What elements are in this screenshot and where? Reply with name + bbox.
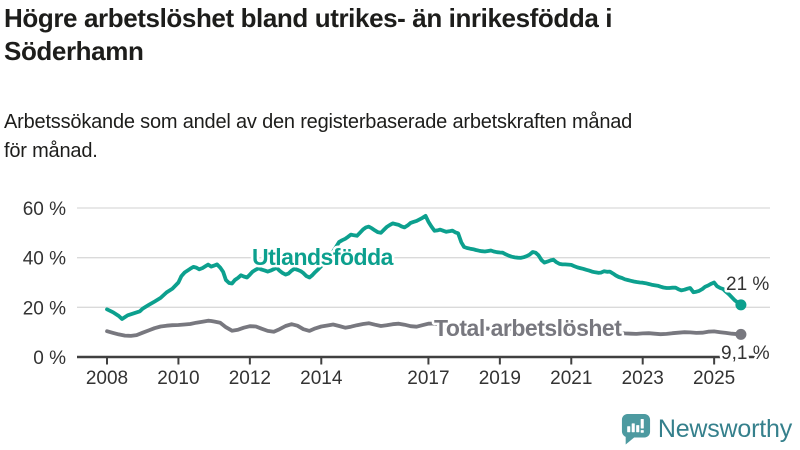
x-tick-label-2008: 2008 xyxy=(86,368,128,389)
y-tick-label-40: 40 % xyxy=(23,249,66,270)
endpoint-dot-utlandsfodda xyxy=(735,299,747,311)
series-line-total xyxy=(105,318,743,338)
x-tick-label-2014: 2014 xyxy=(300,368,343,389)
title-line-1: Högre arbetslöshet bland utrikes- än inr… xyxy=(4,3,613,33)
newsworthy-logo[interactable]: Newsworthy xyxy=(621,413,792,445)
subtitle-line-1: Arbetssökande som andel av den registerb… xyxy=(4,111,633,133)
newsworthy-wordmark: Newsworthy xyxy=(657,414,792,443)
y-tick-label-20: 20 % xyxy=(23,298,66,319)
x-tick-label-2017: 2017 xyxy=(407,368,449,389)
series-label-utlandsfodda: Utlandsfödda xyxy=(252,244,394,270)
endpoint-dot-total xyxy=(735,328,747,340)
x-tick-label-2023: 2023 xyxy=(622,368,664,389)
x-tick-label-2010: 2010 xyxy=(157,368,199,389)
x-tick-label-2021: 2021 xyxy=(550,368,592,389)
page-title: Högre arbetslöshet bland utrikes- än inr… xyxy=(4,2,784,68)
chart-subtitle: Arbetssökande som andel av den registerb… xyxy=(4,108,789,166)
series-line-utlandsfodda xyxy=(105,213,743,321)
value-label-total: 9,1 % xyxy=(721,343,770,364)
series-label-total: Total arbetslöshet xyxy=(434,315,622,341)
y-tick-label-60: 60 % xyxy=(23,199,66,220)
subtitle-line-2: för månad. xyxy=(4,140,98,162)
title-line-2: Söderhamn xyxy=(4,36,144,66)
x-tick-label-2019: 2019 xyxy=(479,368,521,389)
x-tick-label-2025: 2025 xyxy=(693,368,735,389)
y-tick-label-0: 0 % xyxy=(33,348,66,369)
x-tick-label-2012: 2012 xyxy=(229,368,271,389)
newsworthy-bubble-chart-icon xyxy=(621,414,650,445)
value-label-utlandsfodda: 21 % xyxy=(726,274,769,295)
